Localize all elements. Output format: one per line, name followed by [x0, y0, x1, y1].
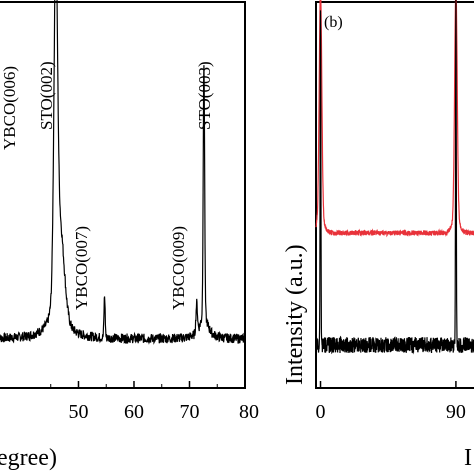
- panel-a-peak-label-ybco007: YBCO(007): [72, 226, 91, 310]
- panel-b-series-black: [315, 0, 474, 355]
- panel-b-x-ticks: 0 90: [316, 381, 466, 423]
- panel-b-x-axis-title-fragment: I: [464, 445, 472, 471]
- panel-b: Intensity (a.u.) (b) 0 90 I: [282, 0, 474, 471]
- panel-a-peak-label-ybco006: YBCO(006): [0, 66, 19, 150]
- panel-b-x-tick-label: 0: [316, 401, 326, 423]
- panel-b-x-tick-label: 90: [446, 401, 466, 423]
- panel-a-series-line: [0, 0, 246, 345]
- panel-a-x-axis-title: egree): [0, 445, 57, 471]
- panel-a-x-ticks: 50 60 70 80: [50, 381, 259, 423]
- panel-a-x-tick-label: 60: [124, 401, 144, 423]
- panel-a-x-tick-label: 80: [239, 401, 259, 423]
- panel-a-x-tick-label: 70: [179, 401, 199, 423]
- panel-a-frame: [0, 1, 246, 389]
- panel-a: 50 60 70 80 YBCO(006) STO(002) YBCO(007) YB…: [0, 0, 259, 471]
- panel-b-series-red: [315, 0, 474, 238]
- panel-b-frame: [315, 1, 474, 389]
- panel-b-y-axis-title: Intensity (a.u.): [282, 244, 308, 385]
- panel-a-x-tick-label: 50: [68, 401, 88, 423]
- panel-b-panel-label: (b): [324, 14, 343, 31]
- panel-a-peak-label-sto002: STO(002): [37, 61, 56, 130]
- panel-a-peak-label-sto003: STO(003): [195, 61, 214, 130]
- panel-a-peak-label-ybco009: YBCO(009): [169, 226, 188, 310]
